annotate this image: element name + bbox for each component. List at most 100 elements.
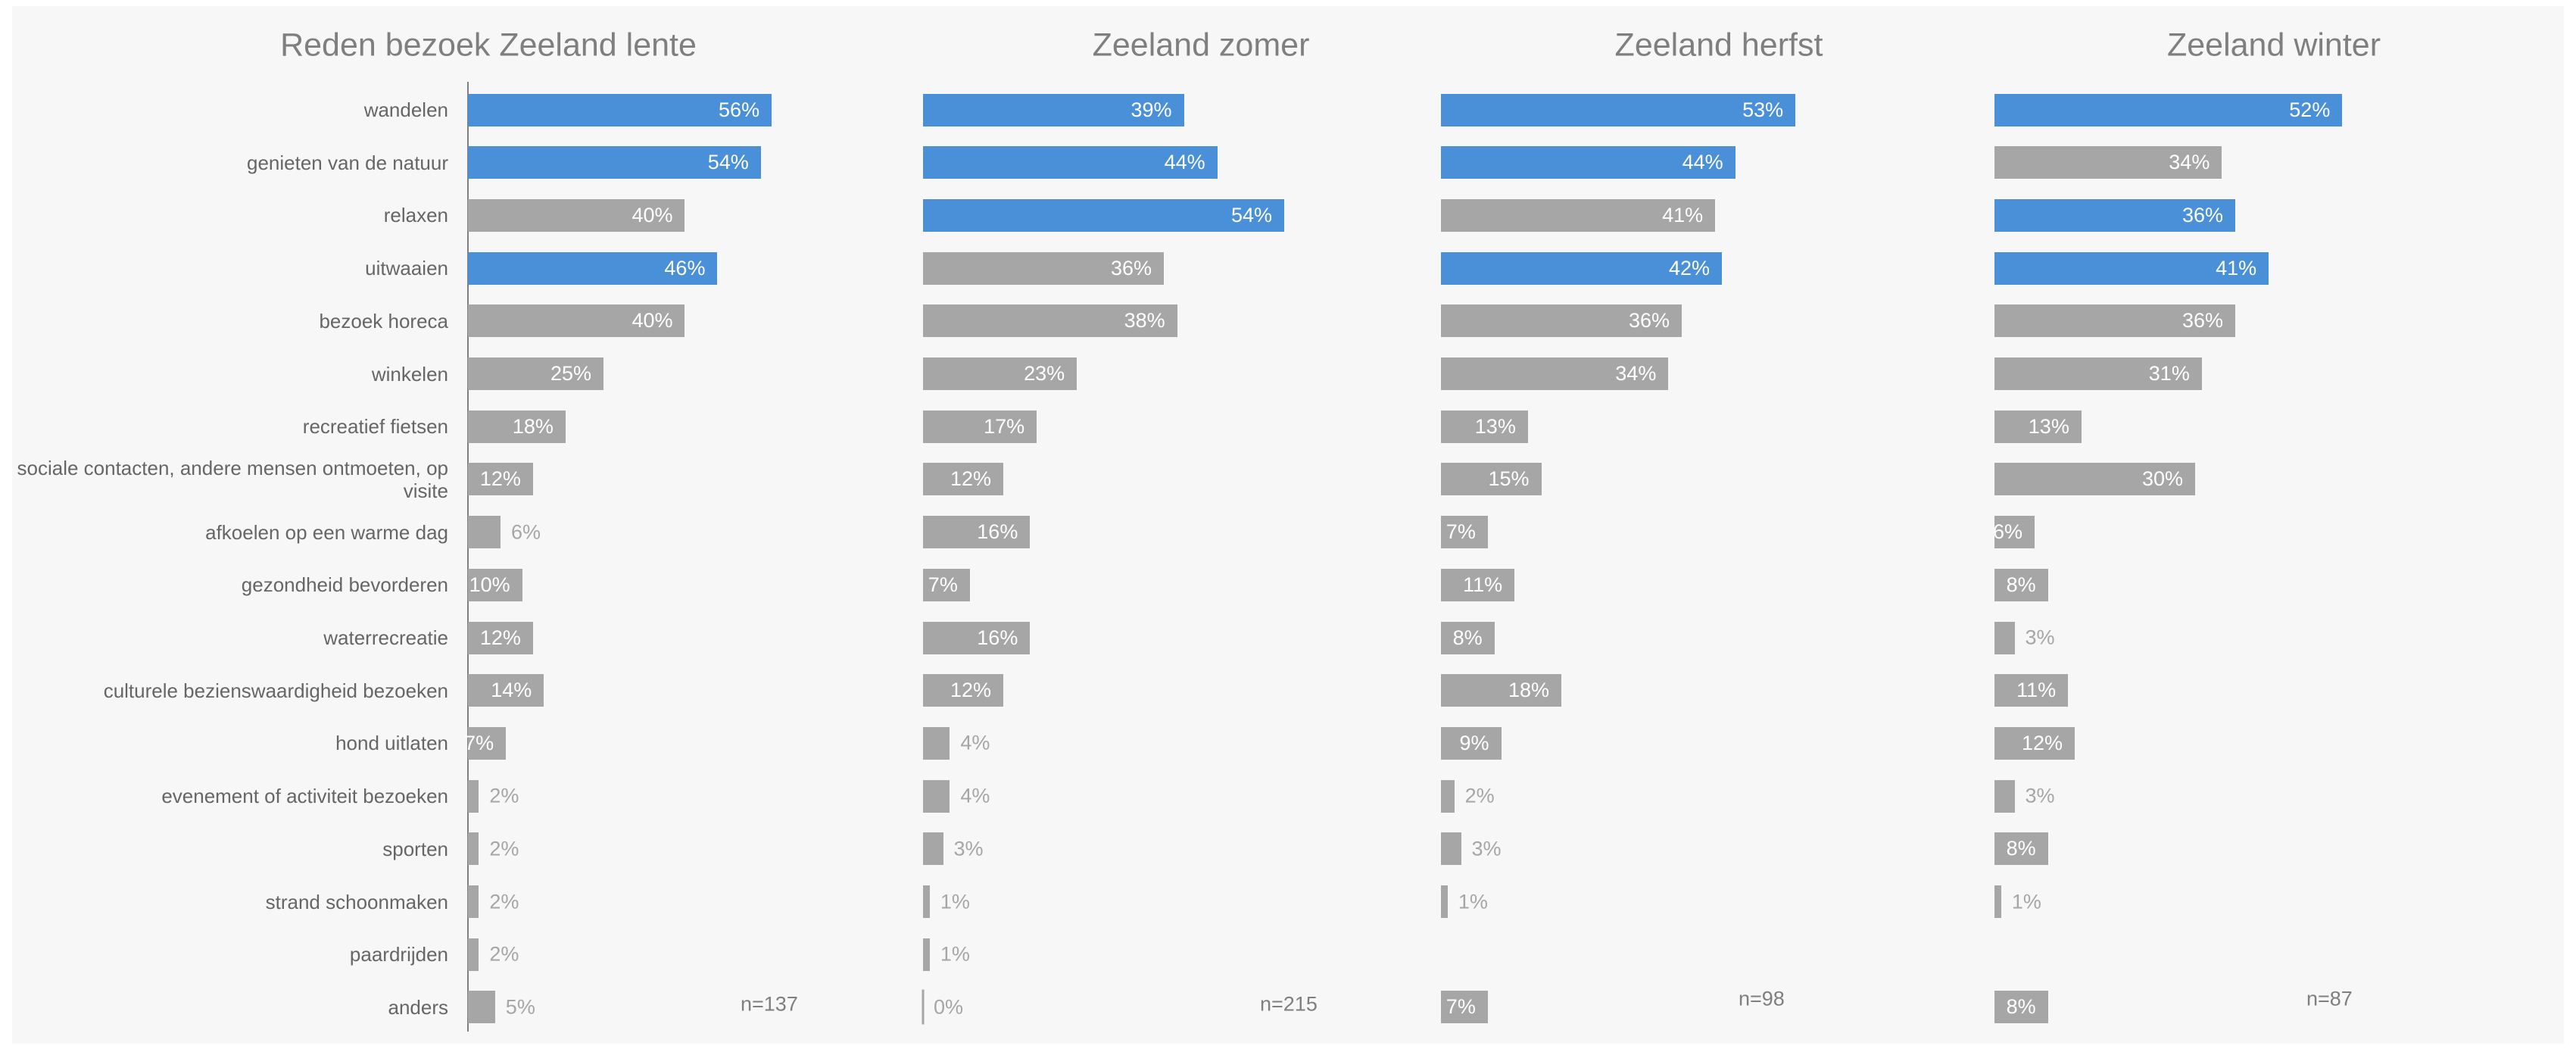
value-label: 6%	[510, 520, 541, 544]
bar	[468, 991, 495, 1024]
value-label: 7%	[1445, 995, 1476, 1019]
sample-size: n=98	[1739, 987, 1785, 1010]
value-label: 3%	[2025, 626, 2055, 649]
bar: 18%	[1441, 674, 1561, 707]
bar: 41%	[1441, 198, 1716, 232]
value-label: 14%	[491, 679, 532, 702]
bar: 53%	[1441, 93, 1796, 126]
bar: 8%	[1994, 832, 2048, 866]
value-label: 16%	[977, 520, 1018, 544]
bar: 16%	[923, 621, 1031, 654]
value-label: 53%	[1742, 98, 1784, 121]
value-label: 40%	[632, 309, 673, 332]
bar: 23%	[923, 357, 1077, 390]
category-label: afkoelen op een warme dag	[205, 520, 448, 544]
bar	[468, 885, 479, 918]
bar: 56%	[468, 93, 772, 126]
bar	[923, 832, 943, 866]
value-label: 52%	[2289, 98, 2331, 121]
value-label: 15%	[1488, 467, 1530, 491]
bar: 42%	[1441, 251, 1722, 285]
value-label: 36%	[1110, 256, 1152, 279]
bar	[1994, 885, 2001, 918]
bar: 36%	[1441, 304, 1682, 338]
value-label: 56%	[719, 98, 760, 121]
bar: 44%	[1441, 146, 1736, 180]
bar: 34%	[1994, 146, 2222, 180]
value-label: 36%	[2181, 203, 2223, 226]
value-label: 8%	[2006, 573, 2036, 596]
category-label: sporten	[382, 837, 448, 860]
value-label: 8%	[1452, 626, 1483, 649]
value-label: 11%	[2016, 679, 2057, 702]
bar	[468, 832, 479, 866]
value-label: 31%	[2148, 362, 2190, 385]
value-label: 1%	[940, 942, 970, 966]
category-label: sociale contacten, andere mensen ontmoet…	[17, 456, 449, 502]
value-label: 3%	[2025, 784, 2055, 807]
panel-title: Zeeland winter	[2166, 27, 2381, 64]
bar	[468, 779, 479, 813]
category-label: genieten van de natuur	[247, 151, 448, 174]
category-label: culturele bezienswaardigheid bezoeken	[103, 679, 448, 702]
category-label: gezondheid bevorderen	[241, 573, 448, 597]
bar	[1994, 621, 2015, 654]
panel-title: Zeeland herfst	[1614, 27, 1823, 64]
panel-title: Zeeland zomer	[1092, 27, 1310, 64]
bar: 46%	[468, 251, 718, 285]
value-label: 10%	[469, 573, 510, 596]
category-label: waterrecreatie	[323, 626, 448, 649]
bar: 31%	[1994, 357, 2202, 390]
value-label: 44%	[1682, 151, 1723, 174]
value-label: 1%	[2011, 890, 2041, 913]
sample-size: n=137	[741, 992, 798, 1016]
value-label: 9%	[1459, 731, 1489, 754]
value-label: 25%	[550, 362, 592, 385]
bar: 8%	[1441, 621, 1495, 654]
value-label: 2%	[1464, 784, 1495, 807]
bar: 14%	[468, 674, 544, 707]
value-label: 12%	[950, 679, 991, 702]
value-label: 5%	[505, 995, 535, 1019]
bar: 12%	[1994, 726, 2075, 760]
bar: 12%	[468, 621, 533, 654]
bar: 12%	[923, 463, 1003, 496]
value-label: 18%	[1508, 679, 1549, 702]
value-label: 36%	[1628, 309, 1670, 332]
value-label: 7%	[1445, 520, 1476, 544]
value-label: 4%	[960, 731, 990, 754]
bar: 54%	[923, 198, 1284, 232]
bar: 44%	[923, 146, 1218, 180]
bar: 41%	[1994, 251, 2269, 285]
value-label: 41%	[1662, 203, 1704, 226]
value-label: 13%	[1474, 414, 1516, 438]
bar: 52%	[1994, 93, 2343, 126]
value-label: 3%	[1471, 837, 1502, 860]
value-label: 1%	[1458, 890, 1488, 913]
category-label: relaxen	[383, 204, 448, 227]
panel-title: Reden bezoek Zeeland lente	[280, 27, 697, 64]
bar: 13%	[1441, 410, 1528, 443]
value-label: 42%	[1668, 256, 1710, 279]
bar: 39%	[923, 93, 1184, 126]
category-label: evenement of activiteit bezoeken	[161, 785, 448, 808]
value-label: 54%	[1230, 203, 1272, 226]
chart: wandelen genieten van de natuur relaxen uit…	[12, 6, 2564, 1044]
value-label: 1%	[940, 890, 970, 913]
bar	[923, 885, 930, 918]
value-label: 8%	[2006, 995, 2036, 1019]
bar: 54%	[468, 146, 761, 180]
bar: 25%	[468, 357, 604, 390]
category-label: wandelen	[363, 98, 448, 121]
bar: 36%	[1994, 198, 2235, 232]
value-label: 11%	[1463, 573, 1503, 596]
bar: 15%	[1441, 463, 1542, 496]
bar: 38%	[923, 304, 1177, 338]
category-label: strand schoonmaken	[265, 890, 448, 913]
bar: 7%	[1441, 991, 1488, 1024]
value-label: 54%	[707, 151, 749, 174]
bar	[923, 938, 930, 971]
bar: 11%	[1441, 568, 1515, 601]
value-label: 41%	[2216, 256, 2257, 279]
value-label: 7%	[464, 731, 494, 754]
